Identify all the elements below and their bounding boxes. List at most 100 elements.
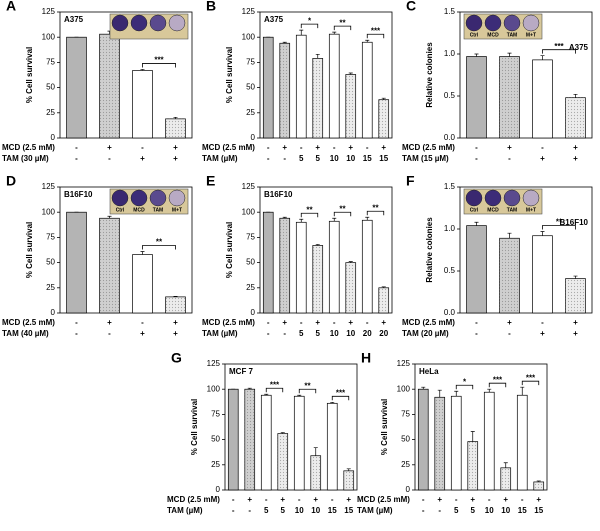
inset-label: M+T: [526, 207, 536, 213]
row-label: MCD (2.5 mM): [402, 143, 455, 152]
row-cell: +: [503, 495, 508, 504]
row-cell: -: [475, 329, 478, 338]
row-cell: +: [437, 495, 442, 504]
y-tick-label: 0.5: [444, 266, 456, 275]
plot-frame: [459, 186, 593, 314]
panel-letter: C: [406, 0, 416, 14]
y-tick-label: 0: [251, 308, 256, 317]
row-cell: -: [267, 154, 270, 163]
y-tick-label: 75: [46, 233, 55, 242]
inset-label: TAM: [507, 207, 517, 213]
error-bar: [332, 217, 337, 222]
row-cell: 15: [518, 506, 527, 515]
y-tick-label: 25: [211, 460, 220, 469]
panel-letter: E: [206, 173, 215, 189]
row-cell: -: [75, 318, 78, 327]
y-axis-label: Relative colonies: [425, 217, 434, 283]
y-axis-label: Relative colonies: [425, 42, 434, 108]
plot-frame: [259, 11, 393, 139]
panel: C Relative colonies 0.0 0.5 1.0 1.5 MCD (2.5 m…: [402, 0, 593, 163]
bar-texture: [434, 397, 445, 490]
bar: [227, 388, 239, 491]
y-tick-label: 125: [242, 182, 256, 191]
row-cell: -: [267, 318, 270, 327]
inset-dish: [484, 14, 502, 32]
error-bar: [470, 431, 475, 442]
panel-letter: H: [361, 350, 371, 366]
row-label: MCD (2.5 mM): [2, 143, 55, 152]
inset-dish: [149, 189, 167, 207]
error-bar: [330, 401, 335, 404]
row-label: TAM (20 µM): [402, 329, 449, 338]
y-tick-label: 0: [51, 133, 56, 142]
row-label: TAM (15 µM): [402, 154, 449, 163]
row-cell: 10: [330, 329, 339, 338]
inset-dish: [484, 189, 502, 207]
bar-texture: [244, 389, 255, 490]
significance-bracket: [142, 245, 176, 250]
row-cell: 5: [454, 506, 459, 515]
inset-dish: [111, 189, 129, 207]
row-cell: -: [300, 318, 303, 327]
bar: [262, 36, 274, 139]
error-bar: [381, 286, 386, 288]
significance-bracket: [331, 395, 350, 401]
row-cell: 5: [264, 506, 269, 515]
row-cell: +: [140, 329, 145, 338]
error-bar: [348, 261, 353, 263]
bar-texture: [99, 218, 120, 313]
inset-dish: [522, 189, 540, 207]
row-cell: -: [300, 143, 303, 152]
inset-label: TAM: [507, 32, 517, 38]
row-cell: -: [521, 495, 524, 504]
row-cell: -: [283, 329, 286, 338]
bar-texture: [277, 433, 288, 490]
row-cell: 15: [328, 506, 337, 515]
error-bar: [299, 218, 304, 223]
significance-label: ***: [270, 380, 280, 389]
row-cell: -: [333, 318, 336, 327]
bar: [417, 388, 429, 491]
significance-label: ***: [493, 375, 503, 384]
y-tick-label: 0: [51, 308, 56, 317]
error-bar: [173, 296, 178, 297]
row-cell: 10: [346, 154, 355, 163]
significance-label: **: [306, 205, 313, 214]
bar-texture: [165, 118, 186, 138]
inset-dish: [168, 189, 186, 207]
error-bar: [437, 389, 442, 398]
bar: [328, 220, 340, 314]
row-cell: -: [298, 495, 301, 504]
bar-texture: [565, 97, 586, 138]
row-cell: 5: [299, 329, 304, 338]
error-bar: [107, 215, 112, 219]
row-cell: +: [470, 495, 475, 504]
bar: [466, 56, 487, 139]
significance-label: ***: [554, 42, 564, 51]
inset-dish: [465, 189, 483, 207]
bar: [532, 235, 553, 314]
row-cell: +: [173, 329, 178, 338]
y-axis-label: % Cell survival: [25, 222, 34, 278]
significance-label: **: [339, 204, 346, 213]
row-cell: +: [348, 143, 353, 152]
bar: [450, 395, 462, 491]
error-bar: [264, 393, 269, 396]
row-cell: -: [265, 495, 268, 504]
y-tick-label: 25: [246, 108, 255, 117]
significance-bracket: [142, 63, 176, 68]
row-cell: +: [573, 154, 578, 163]
y-tick-label: 0.0: [444, 308, 456, 317]
error-bar: [536, 480, 541, 482]
y-tick-label: 1.5: [444, 182, 456, 191]
error-bar: [315, 53, 320, 59]
bar-texture: [343, 470, 354, 490]
row-label: TAM (30 µM): [2, 154, 49, 163]
row-cell: -: [75, 143, 78, 152]
y-tick-label: 0.0: [444, 133, 456, 142]
row-label: TAM (µM): [167, 506, 203, 515]
row-cell: 15: [344, 506, 353, 515]
significance-bracket: [300, 23, 319, 29]
significance-label: **: [556, 218, 563, 227]
significance-bracket: [300, 212, 319, 218]
